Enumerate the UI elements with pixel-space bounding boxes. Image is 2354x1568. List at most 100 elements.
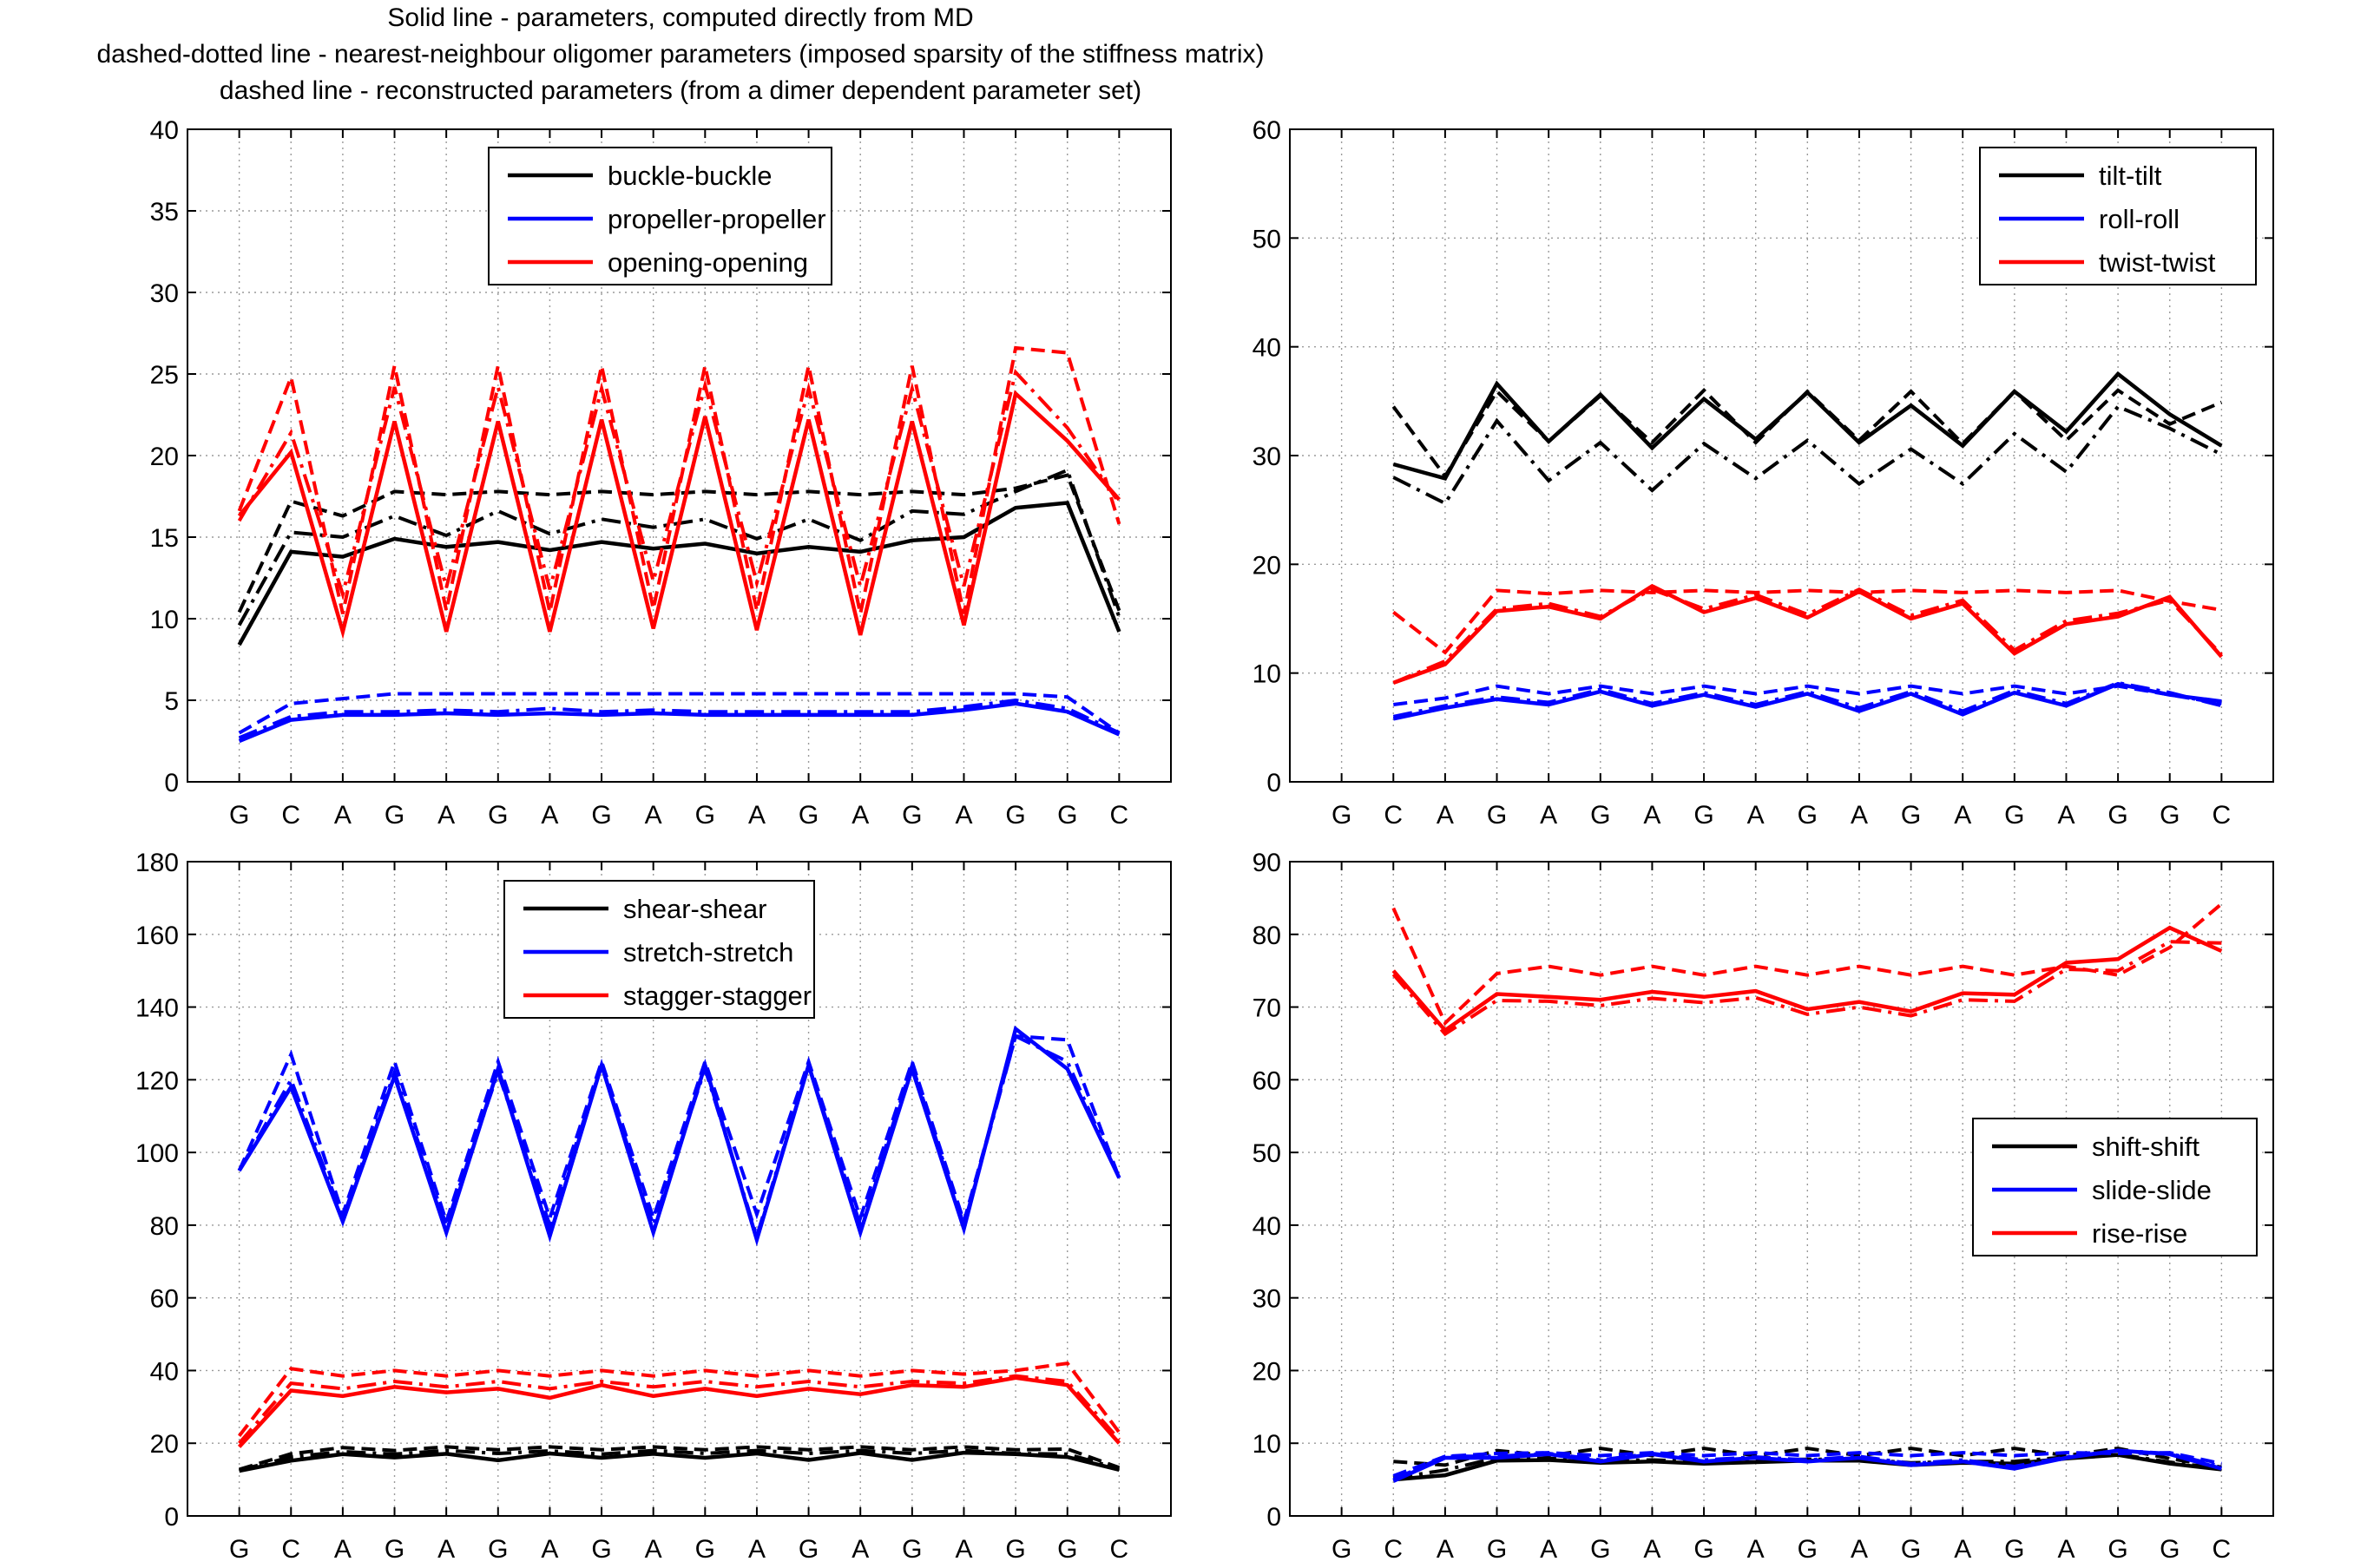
x-tick-label: G <box>229 801 249 830</box>
x-tick-label: A <box>1954 1535 1971 1564</box>
y-tick-label: 120 <box>135 1066 179 1095</box>
series-line-shear-shear-dashed <box>239 1445 1121 1472</box>
series-line-propeller-propeller-dashed <box>238 692 1121 735</box>
x-tick-label: G <box>695 1535 715 1564</box>
x-tick-label: A <box>1437 1535 1454 1564</box>
legend-box <box>1979 147 2257 285</box>
y-tick-label: 20 <box>1253 551 1281 580</box>
x-tick-label: G <box>695 801 715 830</box>
x-tick-label: G <box>591 1535 611 1564</box>
series-line-stagger-stagger-dashdot <box>238 1374 1121 1445</box>
series-line-opening-opening-dashdot <box>237 369 1121 601</box>
y-tick-label: 90 <box>1253 849 1281 877</box>
x-tick-label: A <box>2057 1535 2075 1564</box>
x-tick-label: A <box>334 1535 352 1564</box>
y-tick-label: 5 <box>164 687 179 716</box>
legend-label-roll-roll: roll-roll <box>2099 204 2180 234</box>
x-tick-label: A <box>852 1535 869 1564</box>
series-line-slide-slide-solid <box>1392 1448 2223 1483</box>
y-tick-label: 60 <box>1253 116 1281 145</box>
x-tick-label: A <box>1540 801 1557 830</box>
series-line-roll-roll-dashed <box>1393 684 2222 706</box>
x-tick-label: C <box>1384 1535 1403 1564</box>
x-tick-label: G <box>591 801 611 830</box>
x-tick-label: C <box>2213 1535 2232 1564</box>
x-tick-label: A <box>748 801 766 830</box>
y-tick-label: 40 <box>1253 334 1281 363</box>
x-tick-label: G <box>799 1535 819 1564</box>
y-tick-label: 30 <box>150 279 179 308</box>
series-line-twist-twist-dashed <box>1392 588 2222 655</box>
y-tick-label: 80 <box>1253 922 1281 950</box>
legend: shear-shear stretch-stretch stagger-stagge… <box>503 880 815 1019</box>
x-tick-label: A <box>955 801 972 830</box>
y-tick-label: 10 <box>150 606 179 634</box>
x-tick-label: A <box>541 801 558 830</box>
y-tick-label: 180 <box>135 849 179 877</box>
x-tick-label: A <box>645 1535 662 1564</box>
series-line-stagger-stagger-dashed <box>238 1361 1121 1438</box>
series-line-twist-twist-dashdot <box>1392 587 2223 685</box>
y-tick-label: 40 <box>150 1357 179 1386</box>
series-line-opening-opening-solid <box>237 390 1121 640</box>
x-tick-label: A <box>437 801 455 830</box>
y-tick-label: 35 <box>150 198 179 226</box>
legend-label-tilt-tilt: tilt-tilt <box>2099 161 2162 191</box>
y-tick-label: 10 <box>1253 660 1281 689</box>
y-tick-label: 0 <box>1266 1503 1281 1532</box>
series-lines <box>237 1025 1121 1473</box>
legend-label-shear-shear: shear-shear <box>623 894 766 924</box>
series-line-stretch-stretch-solid <box>237 1025 1121 1247</box>
x-tick-label: G <box>488 1535 508 1564</box>
chart-panel-bottom-right: 0 10 20 30 40 50 60 70 80 90 G C A G A G A G A G A G A G A G G Cshi… <box>1253 849 2274 1564</box>
x-tick-label: G <box>488 801 508 830</box>
series-line-tilt-tilt-solid <box>1392 371 2223 481</box>
legend: shift-shift slide-slide rise-rise <box>1972 1118 2258 1256</box>
y-tick-label: 50 <box>1253 225 1281 253</box>
y-tick-label: 60 <box>1253 1066 1281 1095</box>
x-tick-label: G <box>385 801 404 830</box>
x-tick-label: G <box>1590 1535 1610 1564</box>
y-tick-label: 70 <box>1253 994 1281 1023</box>
legend-label-opening-opening: opening-opening <box>608 247 808 278</box>
y-tick-label: 30 <box>1253 443 1281 471</box>
y-tick-label: 0 <box>164 1503 179 1532</box>
y-tick-label: 140 <box>135 994 179 1023</box>
x-tick-label: C <box>1110 801 1129 830</box>
y-tick-label: 0 <box>164 769 179 797</box>
y-tick-label: 80 <box>150 1212 179 1241</box>
caption-line-1: Solid line - parameters, computed direct… <box>387 3 973 32</box>
x-tick-label: A <box>645 801 662 830</box>
x-tick-label: G <box>1798 1535 1818 1564</box>
x-tick-label: G <box>1005 801 1025 830</box>
y-tick-label: 25 <box>150 361 179 390</box>
series-line-roll-roll-solid <box>1392 681 2222 721</box>
series-line-propeller-propeller-dashdot <box>238 698 1121 740</box>
x-tick-label: G <box>2004 801 2024 830</box>
x-tick-label: C <box>281 801 300 830</box>
y-tick-label: 10 <box>1253 1430 1281 1459</box>
y-tick-label: 100 <box>135 1139 179 1168</box>
x-tick-label: G <box>229 1535 249 1564</box>
x-tick-label: G <box>1693 1535 1713 1564</box>
series-lines <box>237 345 1121 744</box>
series-line-rise-rise-solid <box>1391 925 2223 1033</box>
x-tick-label: A <box>2057 801 2075 830</box>
legend: buckle-buckle propeller-propeller opening-… <box>488 147 832 285</box>
y-tick-label: 50 <box>1253 1139 1281 1168</box>
series-line-propeller-propeller-solid <box>238 701 1121 744</box>
y-tick-label: 20 <box>1253 1357 1281 1386</box>
x-tick-label: G <box>1057 1535 1077 1564</box>
x-tick-label: G <box>2004 1535 2024 1564</box>
series-line-tilt-tilt-dashdot <box>1392 404 2223 506</box>
legend-label-buckle-buckle: buckle-buckle <box>608 161 773 191</box>
axes-frame <box>187 861 1172 1517</box>
y-tick-label: 40 <box>1253 1212 1281 1241</box>
x-tick-label: G <box>1332 801 1351 830</box>
x-tick-label: C <box>1110 1535 1129 1564</box>
legend-label-rise-rise: rise-rise <box>2092 1218 2187 1249</box>
x-tick-label: G <box>385 1535 404 1564</box>
